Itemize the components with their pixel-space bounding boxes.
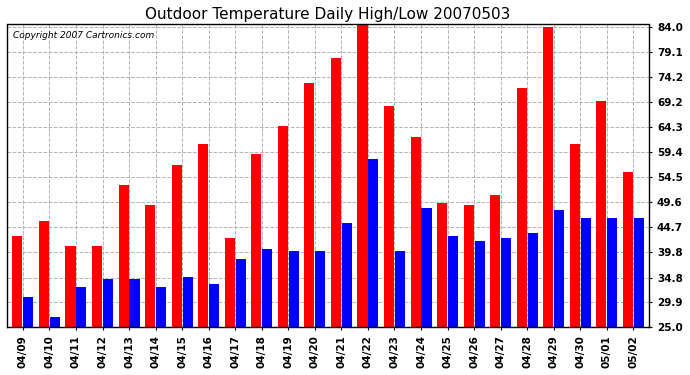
Bar xyxy=(262,249,273,327)
Bar xyxy=(198,144,208,327)
Bar xyxy=(368,159,378,327)
Bar xyxy=(119,185,128,327)
Bar xyxy=(596,101,607,327)
Bar xyxy=(251,154,262,327)
Bar xyxy=(411,136,421,327)
Bar xyxy=(103,279,113,327)
Bar xyxy=(384,106,394,327)
Bar xyxy=(50,317,60,327)
Bar xyxy=(528,233,538,327)
Bar xyxy=(543,27,553,327)
Bar xyxy=(581,218,591,327)
Bar xyxy=(437,202,447,327)
Bar xyxy=(304,83,315,327)
Title: Outdoor Temperature Daily High/Low 20070503: Outdoor Temperature Daily High/Low 20070… xyxy=(146,7,511,22)
Bar xyxy=(235,259,246,327)
Bar xyxy=(12,236,23,327)
Bar xyxy=(172,165,181,327)
Bar xyxy=(607,218,618,327)
Bar xyxy=(517,88,526,327)
Bar xyxy=(209,284,219,327)
Bar xyxy=(633,218,644,327)
Bar xyxy=(623,172,633,327)
Bar xyxy=(448,236,458,327)
Bar xyxy=(225,238,235,327)
Text: Copyright 2007 Cartronics.com: Copyright 2007 Cartronics.com xyxy=(13,30,155,39)
Bar xyxy=(278,126,288,327)
Bar xyxy=(554,210,564,327)
Bar xyxy=(23,297,33,327)
Bar xyxy=(464,205,474,327)
Bar xyxy=(342,223,352,327)
Bar xyxy=(475,241,484,327)
Bar xyxy=(501,238,511,327)
Bar xyxy=(288,251,299,327)
Bar xyxy=(570,144,580,327)
Bar xyxy=(422,208,431,327)
Bar xyxy=(39,220,49,327)
Bar xyxy=(331,58,341,327)
Bar xyxy=(92,246,102,327)
Bar xyxy=(156,287,166,327)
Bar xyxy=(145,205,155,327)
Bar xyxy=(357,24,368,327)
Bar xyxy=(66,246,76,327)
Bar xyxy=(315,251,325,327)
Bar xyxy=(395,251,405,327)
Bar xyxy=(183,276,193,327)
Bar xyxy=(77,287,86,327)
Bar xyxy=(490,195,500,327)
Bar xyxy=(130,279,139,327)
